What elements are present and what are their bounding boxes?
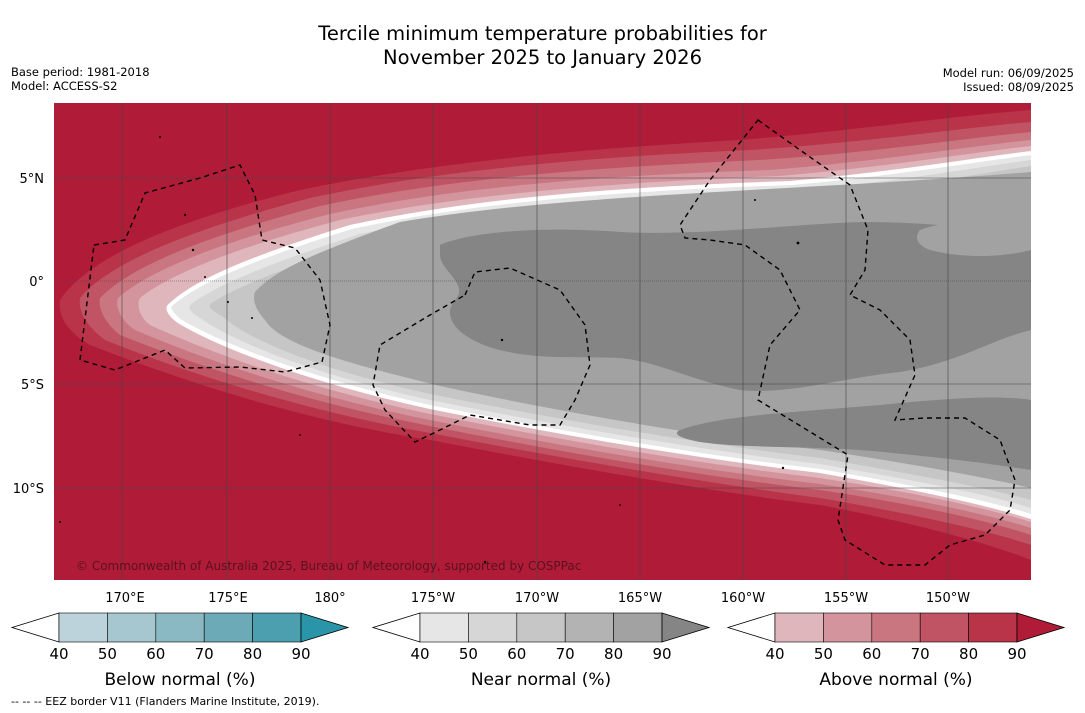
colorbar-tick-label: 40 [410,645,429,663]
colorbar-tick-label: 80 [959,645,978,663]
issued-text: Issued: 08/09/2025 [963,80,1074,94]
title-line-1: Tercile minimum temperature probabilitie… [318,22,767,45]
lon-label-175e: 175°E [208,591,248,606]
lon-label-170w: 170°W [515,591,559,606]
colorbar-segment [516,612,566,643]
near-normal-80-island [917,222,1031,256]
island-marker [159,136,161,138]
colorbar-tick-label: 40 [765,645,784,663]
colorbar-tick-label: 80 [243,645,262,663]
colorbar-tick-label: 90 [652,645,671,663]
colorbar-tick-label: 80 [604,645,623,663]
graticule [54,103,1031,580]
colorbar-tick-label: 90 [1007,645,1026,663]
colorbars: 40 50 60 70 80 90 Below normal (%) 40 50 60 70 80 90… [10,612,1066,690]
map-field: © Commonwealth of Australia 2025, Bureau… [54,103,1031,580]
colorbar-tick-label: 90 [291,645,310,663]
colorbar-segment [774,612,824,643]
eez-footnote: -- -- -- EEZ border V11 (Flanders Marine… [11,695,320,708]
island-marker [59,521,61,523]
island-marker [191,248,195,252]
lon-label-175w: 175°W [411,591,455,606]
colorbar-title: Below normal (%) [105,670,256,690]
colorbar-tick-label: 70 [195,645,214,663]
base-period-text: Base period: 1981-2018 [11,65,150,79]
colorbar-title: Near normal (%) [471,670,611,690]
colorbar-segment [468,612,518,643]
colorbar-max-extension [300,612,350,643]
colorbar-below: 40 50 60 70 80 90 Below normal (%) [10,612,350,690]
eez-border-line-islands [679,119,1016,566]
colorbar-tick-label: 60 [862,645,881,663]
colorbar-segment [564,612,614,643]
colorbar-max-extension [1016,612,1066,643]
near-normal-90-patch-2 [676,397,1031,470]
colorbar-segment [613,612,663,643]
island-marker [204,276,206,278]
colorbar-title: Above normal (%) [819,670,972,690]
colorbar-tick-label: 50 [459,645,478,663]
base-period-info: Base period: 1981-2018 Model: ACCESS-S2 [11,65,150,93]
model-text: Model: ACCESS-S2 [11,79,118,93]
lon-label-160w: 160°W [721,591,765,606]
longitude-labels: 170°E 175°E 180° 175°W 170°W 165°W 160°W… [105,591,970,606]
colorbar-segment [203,612,253,643]
colorbar-tick-label: 60 [507,645,526,663]
colorbar-segment [252,612,302,643]
colorbar-min-extension [371,612,421,643]
colorbar-tick-label: 70 [556,645,575,663]
colorbar-tick-label: 60 [146,645,165,663]
island-marker [754,199,756,201]
island-marker [299,434,301,436]
colorbar-tick-label: 50 [814,645,833,663]
colorbar-near: 40 50 60 70 80 90 Near normal (%) [371,612,711,690]
colorbar-tick-label: 40 [49,645,68,663]
title-line-2: November 2025 to January 2026 [383,46,702,69]
lat-label-0: 0° [29,275,44,290]
island-marker [619,504,621,506]
colorbar-segment [107,612,157,643]
colorbar-above: 40 50 60 70 80 90 Above normal (%) [726,612,1066,690]
model-run-info: Model run: 06/09/2025 Issued: 08/09/2025 [943,66,1074,94]
island-marker [227,301,229,303]
colorbar-segment [968,612,1018,643]
lat-label-5s: 5°S [21,378,44,393]
colorbar-min-extension [10,612,60,643]
lon-label-165w: 165°W [618,591,662,606]
colorbar-segment [58,612,108,643]
lon-label-150w: 150°W [926,591,970,606]
model-run-text: Model run: 06/09/2025 [942,66,1074,80]
colorbar-tick-label: 70 [911,645,930,663]
latitude-labels: 5°N 0° 5°S 10°S [13,172,44,497]
atoll-markers [59,136,800,564]
colorbar-segment [871,612,921,643]
lon-label-180: 180° [314,591,345,606]
island-marker [183,213,187,217]
colorbar-tick-label: 50 [98,645,117,663]
eez-border-tuvalu [79,164,331,373]
copyright-text: © Commonwealth of Australia 2025, Bureau… [76,559,581,573]
lat-label-10s: 10°S [13,482,44,497]
island-marker [796,241,800,245]
island-marker [500,338,504,342]
colorbar-segment [155,612,205,643]
colorbar-segment [419,612,469,643]
lon-label-155w: 155°W [824,591,868,606]
lon-label-170e: 170°E [105,591,145,606]
lat-label-5n: 5°N [20,172,45,187]
colorbar-segment [823,612,873,643]
island-marker [483,560,487,564]
colorbar-min-extension [726,612,776,643]
colorbar-max-extension [661,612,711,643]
island-marker [251,317,253,319]
island-marker [781,466,785,470]
eez-borders [79,119,1016,566]
map-title: Tercile minimum temperature probabilitie… [0,22,1085,70]
colorbar-segment [919,612,969,643]
